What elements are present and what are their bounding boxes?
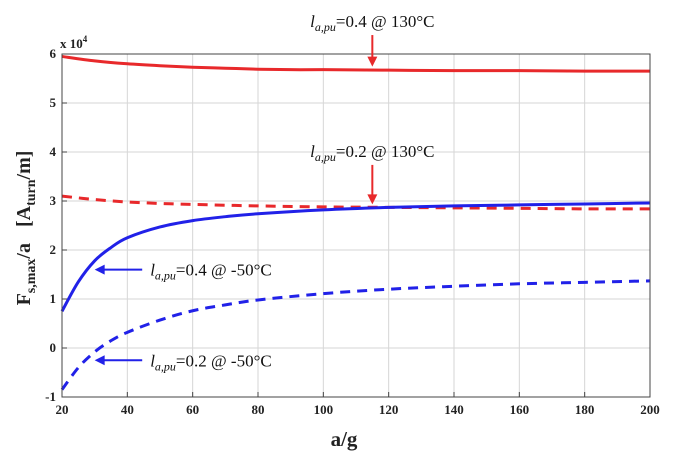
annotation-arrow-head	[367, 194, 378, 205]
annotation-text: =0.2 @ 130°C	[336, 142, 435, 161]
annotation-label: la,pu=0.2 @ -50°C	[150, 351, 272, 373]
annotation-arrow-head	[367, 56, 378, 67]
annotation-4: la,pu=0.2 @ -50°C	[94, 351, 272, 373]
y-tick-label: 3	[50, 193, 57, 208]
x-tick-label: 20	[56, 402, 69, 417]
y-tick-label: 1	[50, 291, 57, 306]
y-multiplier-base: x 10	[60, 36, 83, 51]
annotation-var: l	[150, 351, 155, 370]
x-tick-label: 160	[510, 402, 530, 417]
y-label-sub: s,max	[24, 259, 39, 294]
x-tick-label: 200	[640, 402, 660, 417]
series-line-2	[61, 194, 651, 211]
y-tick-label: -1	[45, 389, 56, 404]
x-tick-label: 60	[186, 402, 199, 417]
annotation-1: la,pu=0.4 @ 130°C	[310, 12, 435, 67]
annotation-sub: a,pu	[155, 359, 176, 373]
axis-ticks: 20 40 60 80 100 120 140 160 180 200 -1 0 1 2 3 4 5 6	[45, 46, 660, 417]
annotation-sub: a,pu	[315, 150, 336, 164]
annotation-label: la,pu=0.2 @ 130°C	[310, 142, 434, 164]
plot-frame	[61, 53, 651, 398]
y-tick-label: 0	[50, 340, 57, 355]
y-axis-label: Fs,max/a​[Aturn/m]	[13, 151, 39, 306]
annotation-3: la,pu=0.4 @ -50°C	[94, 261, 272, 283]
annotation-sub: a,pu	[315, 20, 336, 34]
y-tick-label: 6	[50, 46, 57, 61]
x-tick-label: 40	[121, 402, 134, 417]
annotation-label: la,pu=0.4 @ -50°C	[150, 261, 272, 283]
series-line-1	[61, 54, 651, 73]
y-tick-label: 5	[50, 95, 57, 110]
annotation-var: l	[150, 261, 155, 280]
x-tick-label: 100	[314, 402, 334, 417]
x-tick-label: 140	[444, 402, 464, 417]
annotation-arrow-head	[94, 355, 105, 366]
x-tick-label: 180	[575, 402, 595, 417]
annotation-text: =0.2 @ -50°C	[176, 351, 272, 370]
y-label-unit-open: [A	[13, 205, 35, 227]
series-line-4	[60, 279, 651, 391]
annotation-var: l	[310, 12, 315, 31]
series-line-3	[60, 201, 651, 312]
annotation-2: la,pu=0.2 @ 130°C	[310, 142, 435, 205]
annotation-arrow-head	[94, 264, 105, 275]
annotation-var: l	[310, 142, 315, 161]
x-tick-label: 120	[379, 402, 399, 417]
y-tick-label: 4	[50, 144, 57, 159]
y-multiplier-exponent: 4	[83, 34, 88, 44]
y-tick-label: 2	[50, 242, 57, 257]
annotation-label: la,pu=0.4 @ 130°C	[310, 12, 434, 34]
y-label-unit-close: /m]	[13, 151, 35, 181]
annotation-text: =0.4 @ 130°C	[336, 12, 435, 31]
y-label-main: F	[13, 293, 35, 305]
annotations: la,pu=0.4 @ 130°Cla,pu=0.2 @ 130°Cla,pu=…	[94, 12, 435, 373]
y-multiplier: x 104	[60, 34, 88, 51]
annotation-sub: a,pu	[155, 269, 176, 283]
x-axis-label: a/g	[331, 427, 358, 451]
y-label-mid: /a	[13, 243, 35, 260]
series-lines	[60, 54, 651, 391]
x-tick-label: 80	[252, 402, 265, 417]
y-label-unit-sub: turn	[24, 179, 39, 206]
annotation-text: =0.4 @ -50°C	[176, 261, 272, 280]
